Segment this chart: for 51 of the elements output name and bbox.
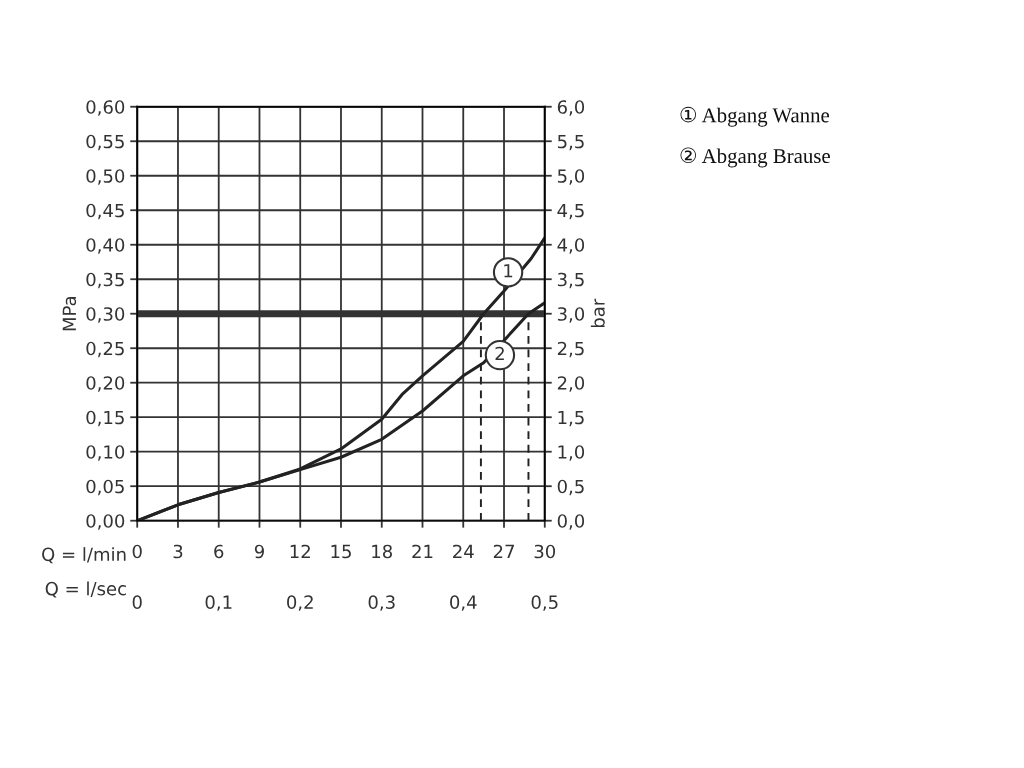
x-tick-label: 6 xyxy=(214,544,224,559)
y2-tick-label: 3,0 xyxy=(557,307,585,323)
x-tick-label: 12 xyxy=(290,544,310,559)
y2-tick-label: 0,5 xyxy=(557,479,584,496)
x-tick-label: 3 xyxy=(173,544,183,559)
y2-tick-label: 1,0 xyxy=(558,445,585,461)
y2-tick-label: 1,5 xyxy=(558,410,584,427)
y-tick-label: 0,25 xyxy=(86,341,124,358)
y2-tick-label: 4,5 xyxy=(557,203,584,220)
x-tick-label: 30 xyxy=(534,544,556,559)
y2-tick-label: 3,5 xyxy=(557,272,584,289)
y2-tick-label: 6,0 xyxy=(557,100,585,116)
y-tick-label: 0,45 xyxy=(86,203,124,220)
y2-tick-label: 5,0 xyxy=(557,169,585,185)
y2-tick-label: 0,0 xyxy=(557,514,585,530)
y-tick-label: 0,20 xyxy=(86,376,125,392)
y-tick-label: 0,00 xyxy=(86,514,125,530)
x2-tick-label: 0,3 xyxy=(368,595,395,611)
annotation: 1 xyxy=(504,264,513,278)
x-tick-label: 18 xyxy=(372,544,392,559)
x2-axis-title: Q = l/sec xyxy=(45,581,126,598)
x2-tick-label: 0,4 xyxy=(450,595,477,611)
x-axis-title: Q = l/min xyxy=(42,547,126,564)
x-tick-label: 21 xyxy=(412,544,433,559)
x-tick-label: 15 xyxy=(331,544,351,559)
y2-tick-label: 2,0 xyxy=(557,376,585,392)
x2-tick-label: 0,5 xyxy=(531,595,558,611)
x-tick-label: 9 xyxy=(254,544,264,559)
y-tick-label: 0,60 xyxy=(86,100,125,116)
x2-tick-label: 0 xyxy=(132,595,142,609)
y2-tick-label: 2,5 xyxy=(557,341,584,358)
y-tick-label: 0,05 xyxy=(86,479,124,496)
x-tick-label: 0 xyxy=(132,544,142,559)
y2-tick-label: 5,5 xyxy=(557,134,584,151)
x2-tick-label: 0,1 xyxy=(205,595,232,611)
y-tick-label: 0,50 xyxy=(86,169,125,185)
y2-axis-title: bar xyxy=(590,298,605,328)
x-tick-label: 27 xyxy=(493,544,514,559)
y-axis-title: MPa xyxy=(62,297,77,331)
x-tick-label: 24 xyxy=(453,544,474,559)
text: ② Abgang Brause xyxy=(680,147,830,168)
x2-tick-label: 0,2 xyxy=(287,595,313,611)
y-tick-label: 0,10 xyxy=(86,445,125,461)
text: ① Abgang Wanne xyxy=(680,106,830,127)
y-tick-label: 0,40 xyxy=(86,238,125,254)
y-tick-label: 0,55 xyxy=(86,134,124,151)
annotation: 2 xyxy=(495,346,504,361)
y-tick-label: 0,30 xyxy=(86,307,125,323)
y-tick-label: 0,15 xyxy=(86,410,124,427)
y-tick-label: 0,35 xyxy=(86,272,124,289)
y2-tick-label: 4,0 xyxy=(557,238,585,254)
